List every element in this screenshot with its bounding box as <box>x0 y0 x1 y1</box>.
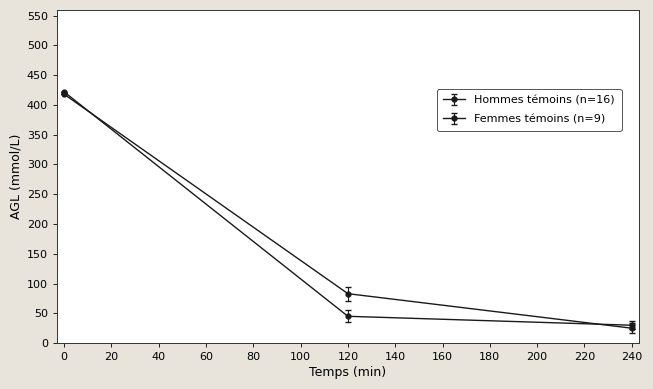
Legend: Hommes témoins (n=16), Femmes témoins (n=9): Hommes témoins (n=16), Femmes témoins (n… <box>437 89 622 131</box>
Y-axis label: AGL (mmol/L): AGL (mmol/L) <box>10 134 23 219</box>
X-axis label: Temps (min): Temps (min) <box>310 366 387 379</box>
